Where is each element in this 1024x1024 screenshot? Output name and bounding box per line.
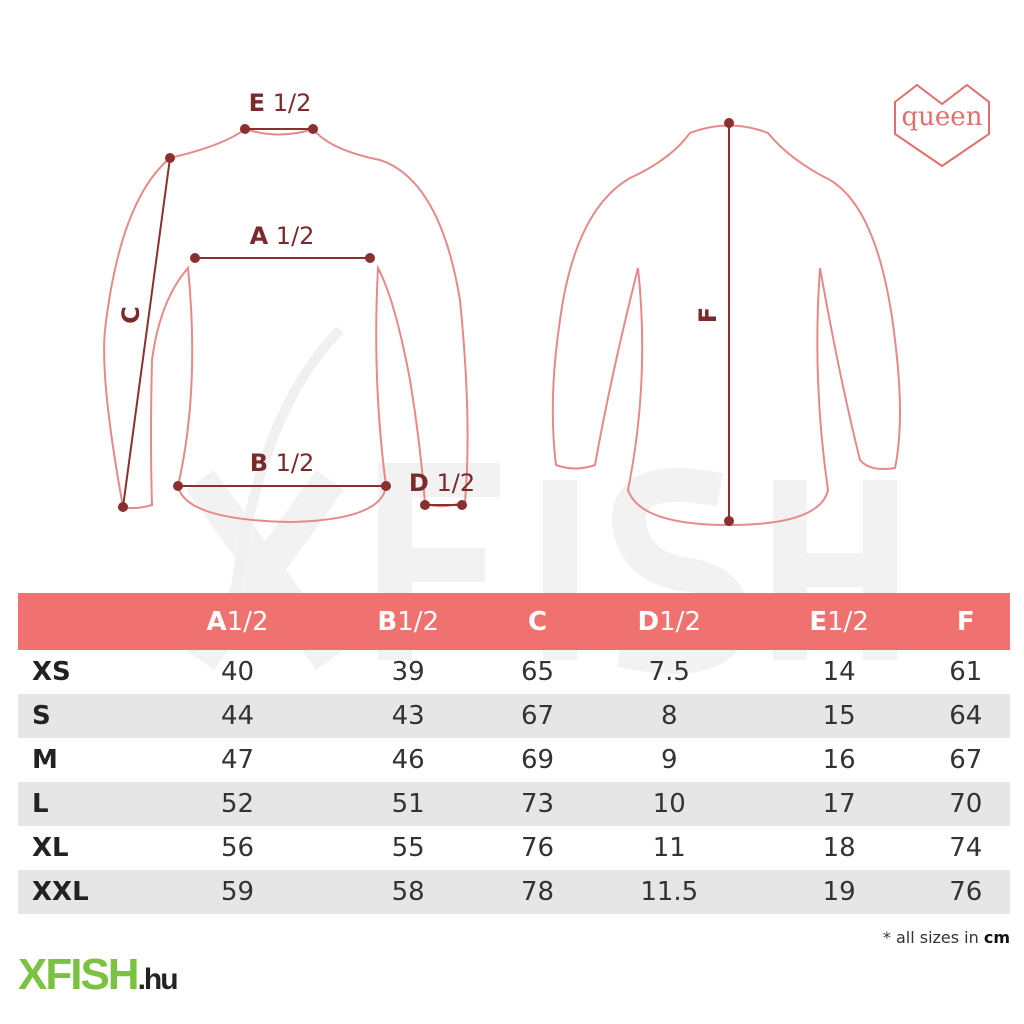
marker-dot	[240, 124, 250, 134]
label-a-half: A 1/2	[249, 222, 315, 250]
measurement-cell: 52	[152, 782, 324, 826]
measurement-cell: 11.5	[581, 870, 757, 914]
measurement-cell: 16	[822, 745, 856, 775]
measurement-cell: 73	[493, 782, 582, 826]
measurement-cell: 10	[581, 782, 757, 826]
measurement-cell: 78	[493, 870, 582, 914]
column-header-e: E1/2	[756, 593, 922, 650]
marker-dot	[457, 500, 467, 510]
marker-dot	[724, 516, 734, 526]
measurement-cell: 47	[220, 745, 255, 775]
table-row: XL 56 55 76 11 18 74	[18, 826, 1010, 870]
queen-logo-text: queen	[901, 102, 983, 132]
column-header-d: D1/2	[581, 593, 757, 650]
measurement-cell: 69	[520, 745, 555, 775]
measurement-cell: 65	[520, 657, 555, 687]
front-garment-outline	[103, 127, 469, 524]
label-e-half: E 1/2	[248, 89, 312, 117]
marker-dot	[190, 253, 200, 263]
measurement-cell: 40	[220, 657, 255, 687]
marker-dot	[365, 253, 375, 263]
measurement-cell: 76	[520, 833, 555, 863]
back-garment-outline	[551, 124, 901, 527]
table-row: M 47 46 69 9 16 67	[18, 738, 1010, 782]
size-label: XS	[32, 657, 71, 687]
measurement-cell: 9	[660, 745, 678, 775]
xfish-logo: XFISH.hu	[18, 950, 179, 999]
measurement-cell: 15	[756, 694, 922, 738]
marker-dot	[308, 124, 318, 134]
label-f: F	[694, 306, 722, 324]
table-row: XXL 59 58 78 11.5 19 76	[18, 870, 1010, 914]
label-d-half: D 1/2	[408, 469, 476, 497]
measurement-cell: 70	[921, 782, 1010, 826]
measurement-cell: 61	[949, 657, 983, 687]
table-row: L 52 51 73 10 17 70	[18, 782, 1010, 826]
measurement-cell: 51	[323, 782, 494, 826]
measurement-cell: 19	[756, 870, 922, 914]
measurement-cell: 56	[220, 833, 255, 863]
label-b-half: B 1/2	[249, 449, 315, 477]
size-label: L	[18, 782, 152, 826]
measurement-cell: 44	[152, 694, 324, 738]
column-header-c: C	[493, 593, 582, 650]
units-footnote: * all sizes in cm	[882, 928, 1010, 947]
marker-dot	[165, 153, 175, 163]
measurement-cell: 76	[921, 870, 1010, 914]
column-header-f: F	[921, 593, 1010, 650]
size-table: A1/2 B1/2 C D1/2 E1/2 F XS 40 39 65 7.5 14 61 S…	[18, 593, 1010, 914]
measurement-cell: 18	[822, 833, 856, 863]
measurement-cell: 58	[323, 870, 494, 914]
measurement-cell: 7.5	[648, 657, 690, 687]
measurement-cell: 43	[323, 694, 494, 738]
measurement-cell: 64	[921, 694, 1010, 738]
measurement-cell: 74	[949, 833, 983, 863]
queen-logo: queen	[887, 82, 997, 168]
marker-dot	[381, 481, 391, 491]
size-column-header	[18, 593, 152, 650]
marker-dot	[724, 118, 734, 128]
measurement-cell: 14	[822, 657, 856, 687]
measurement-cell: 67	[493, 694, 582, 738]
column-header-a: A1/2	[152, 593, 324, 650]
table-row: S 44 43 67 8 15 64	[18, 694, 1010, 738]
marker-dot	[118, 502, 128, 512]
size-label: M	[32, 745, 58, 775]
measurement-cell: 46	[391, 745, 425, 775]
marker-dot	[420, 500, 430, 510]
measurement-cell: 39	[391, 657, 425, 687]
measurement-cell: 8	[581, 694, 757, 738]
column-header-b: B1/2	[323, 593, 494, 650]
measurement-cell: 11	[652, 833, 686, 863]
measurement-cell: 17	[756, 782, 922, 826]
measurement-cell: 55	[391, 833, 425, 863]
table-header-row: A1/2 B1/2 C D1/2 E1/2 F	[18, 593, 1010, 650]
size-label: XL	[32, 833, 69, 863]
marker-dot	[173, 481, 183, 491]
size-label: XXL	[18, 870, 152, 914]
measurement-cell: 59	[152, 870, 324, 914]
garment-diagram	[103, 118, 901, 527]
measurement-cell: 67	[949, 745, 983, 775]
size-label: S	[18, 694, 152, 738]
table-row: XS 40 39 65 7.5 14 61	[18, 650, 1010, 694]
label-c: C	[117, 306, 145, 324]
